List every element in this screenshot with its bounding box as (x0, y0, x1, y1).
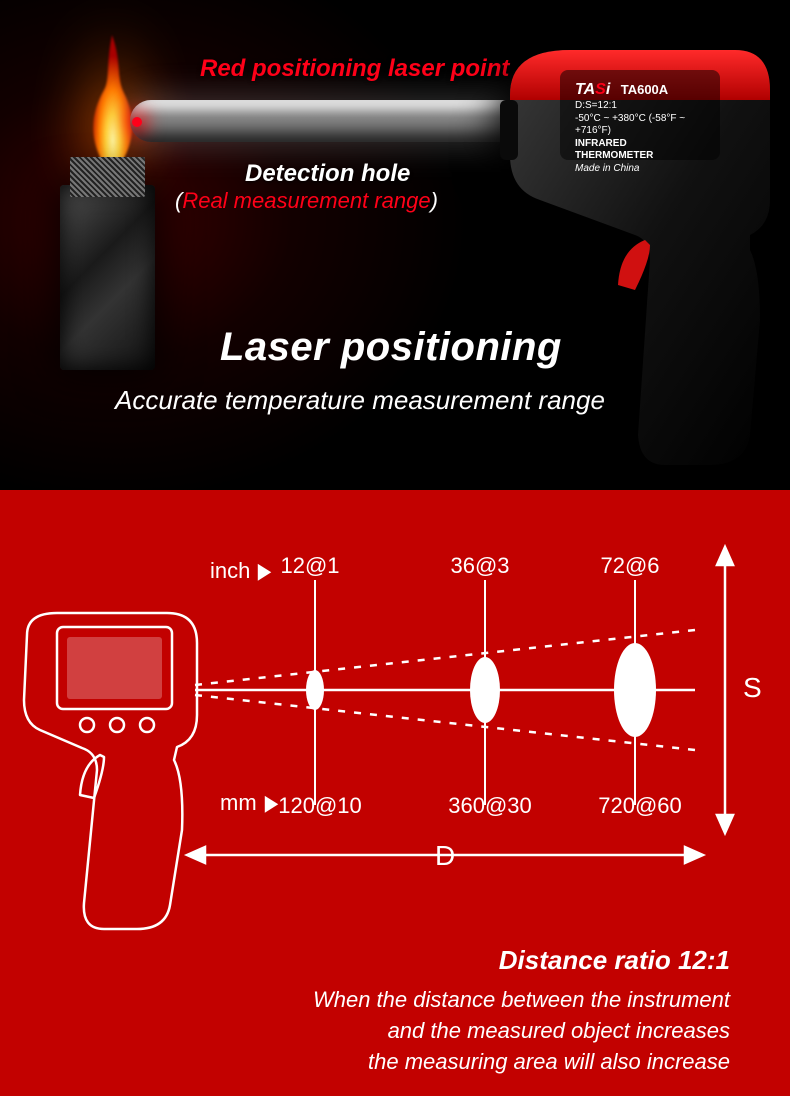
top-panel: Red positioning laser point Detection ho… (0, 0, 790, 490)
unit-inch-label: inch ▶ (210, 558, 273, 584)
bottom-panel: inch ▶ mm ▶ 12@1120@1036@3360@3072@6720@… (0, 490, 790, 1096)
svg-text:D: D (435, 840, 455, 871)
svg-text:72@6: 72@6 (600, 553, 659, 578)
laser-beam (130, 100, 525, 142)
distance-ratio-diagram: 12@1120@1036@3360@3072@6720@60 S D (195, 595, 760, 885)
distance-ratio-body: When the distance between the instrument… (190, 985, 730, 1077)
label-red-positioning: Red positioning laser point (200, 55, 509, 83)
lighter (60, 185, 155, 370)
svg-text:360@30: 360@30 (448, 793, 532, 818)
flame (82, 35, 142, 175)
svg-text:720@60: 720@60 (598, 793, 682, 818)
svg-text:120@10: 120@10 (278, 793, 362, 818)
svg-text:12@1: 12@1 (280, 553, 339, 578)
outline-gun-icon (12, 605, 202, 935)
label-detection-hole: Detection hole (245, 160, 410, 188)
distance-ratio-title: Distance ratio 12:1 (499, 945, 730, 976)
svg-text:S: S (743, 672, 762, 703)
svg-text:36@3: 36@3 (450, 553, 509, 578)
laser-dot-icon (132, 117, 142, 127)
label-real-range: (Real measurement range) (175, 188, 438, 214)
gun-label-plate: TASi TA600A D:S=12:1 -50°C ~ +380°C (-58… (575, 80, 705, 175)
